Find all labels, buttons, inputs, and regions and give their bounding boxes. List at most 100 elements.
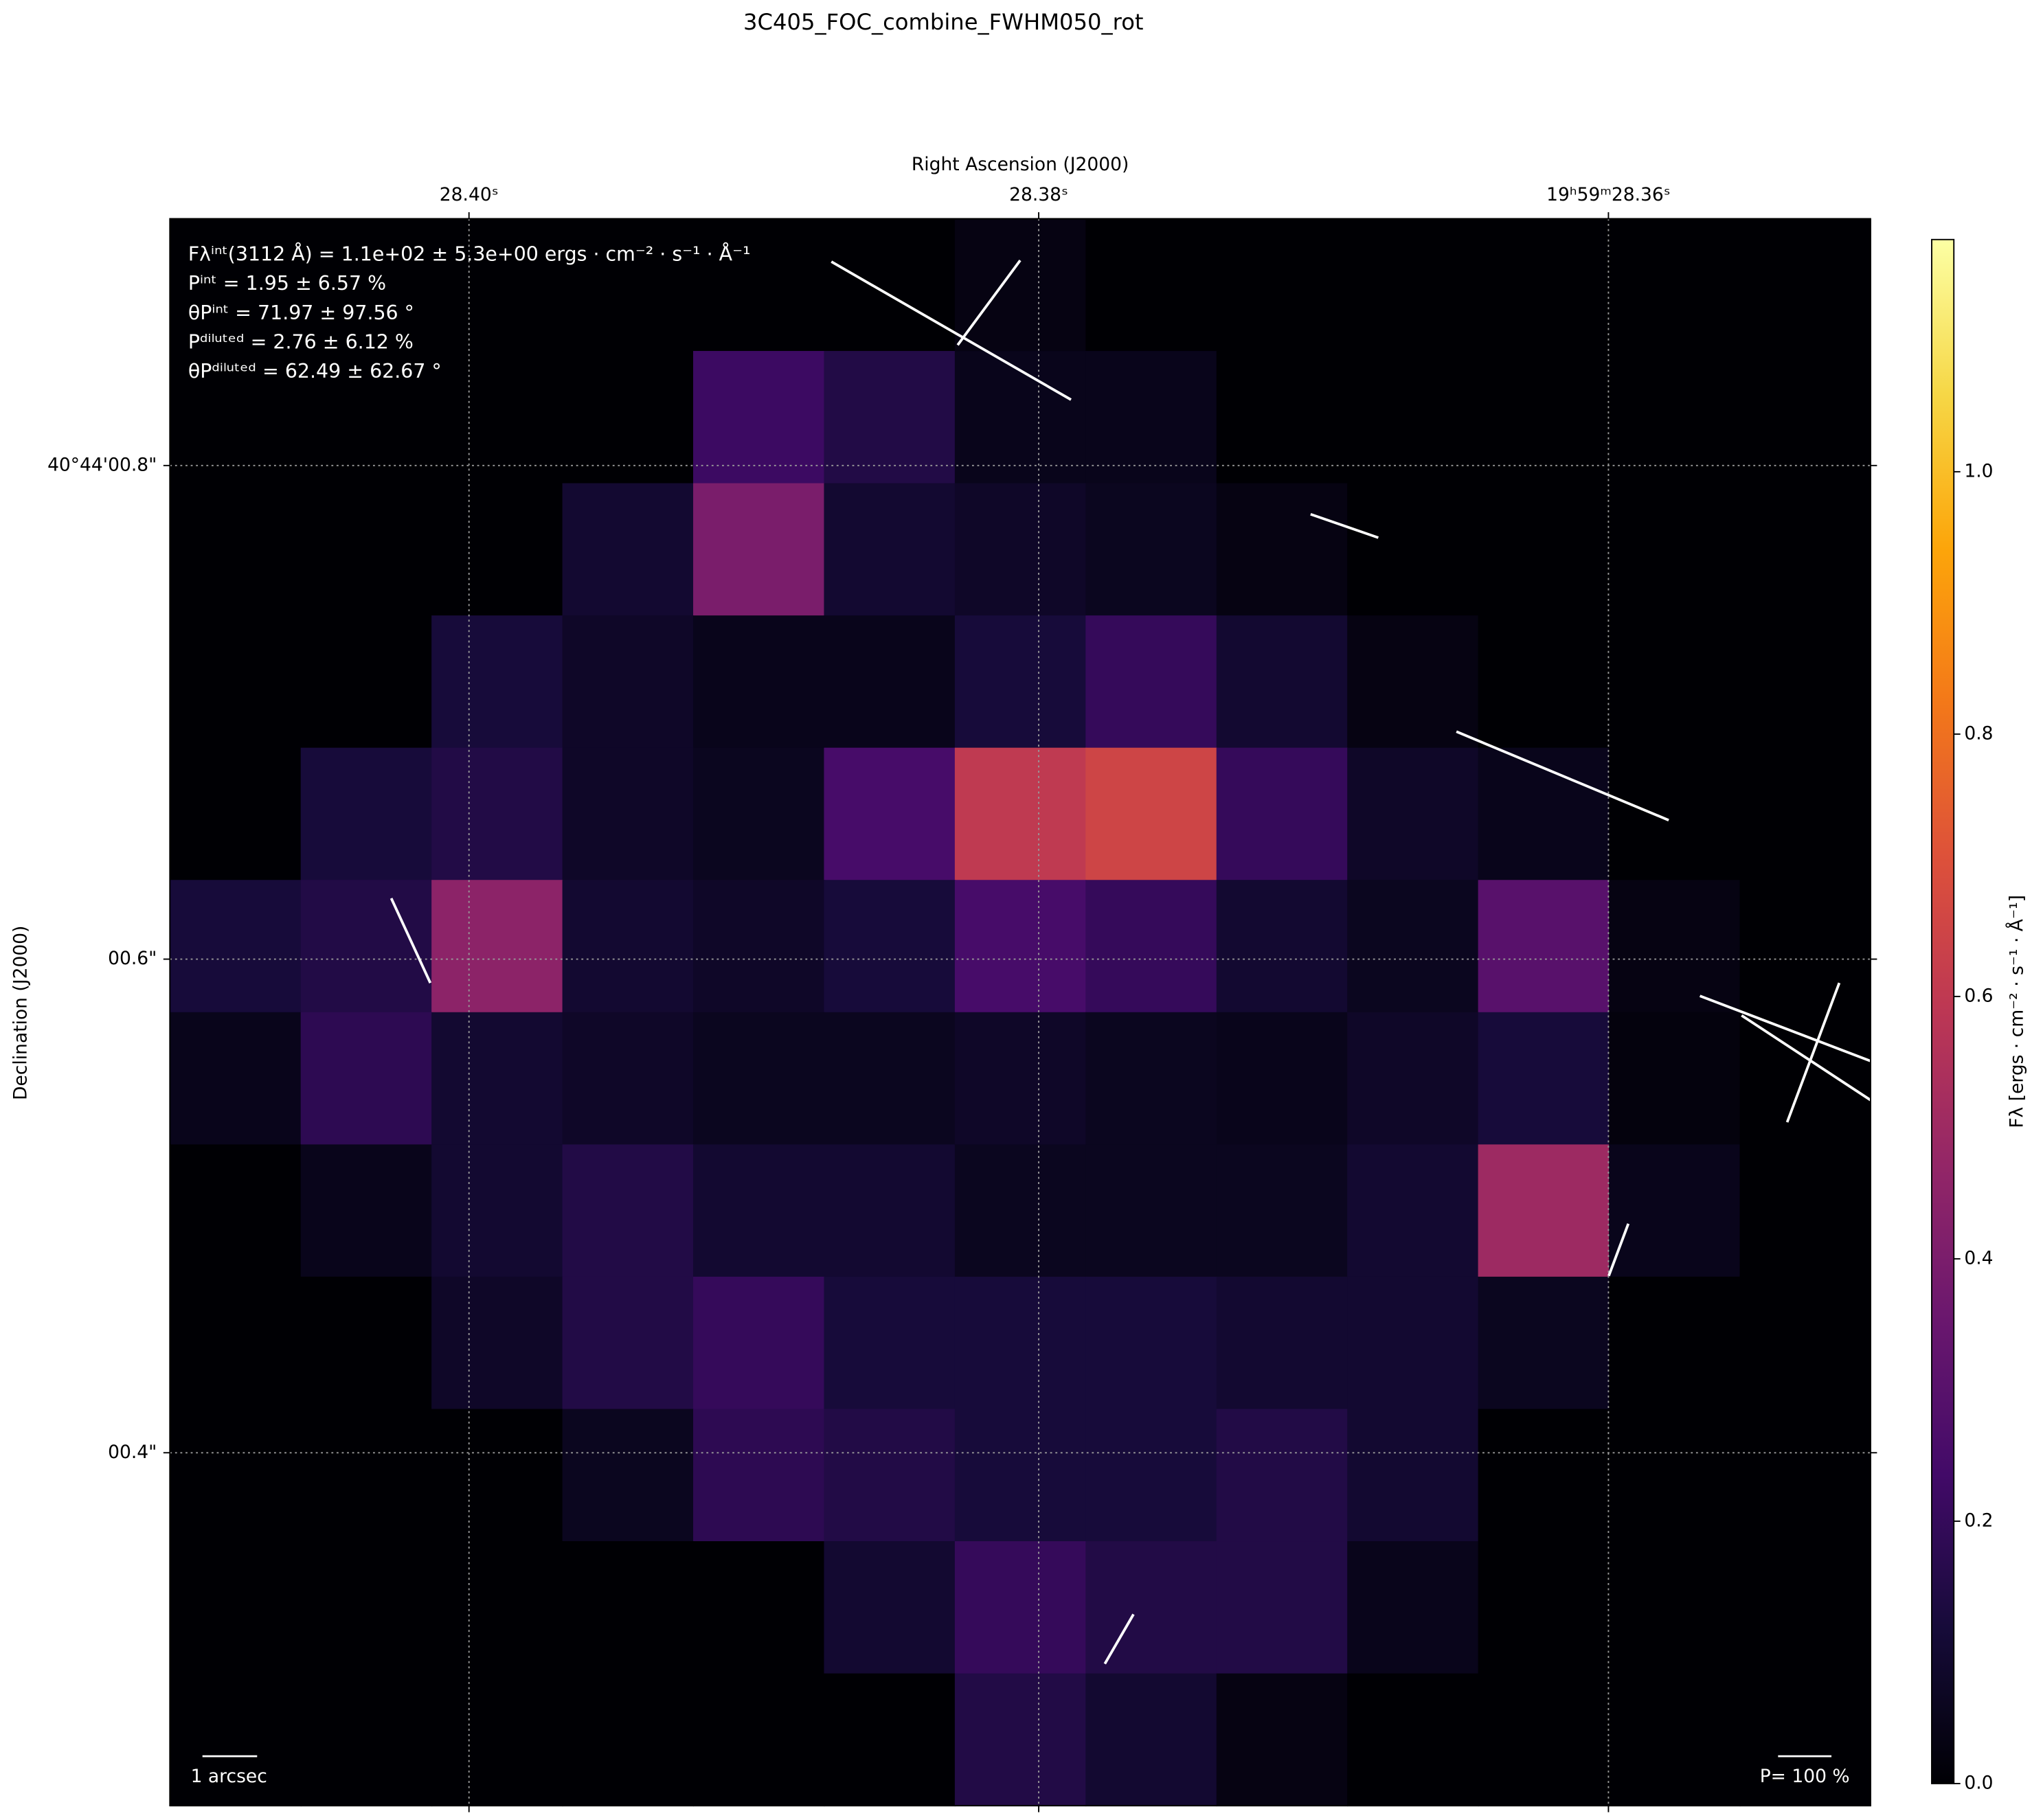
pixel bbox=[1216, 351, 1348, 484]
pixel bbox=[1216, 1012, 1348, 1146]
vector bbox=[1785, 982, 1841, 1123]
pixel bbox=[1609, 1673, 1741, 1807]
pixel bbox=[1739, 1541, 1871, 1674]
pixel bbox=[1739, 1673, 1871, 1807]
pixel bbox=[1609, 1541, 1741, 1674]
pixel bbox=[1478, 615, 1610, 749]
pixel bbox=[824, 1541, 956, 1674]
pixel bbox=[431, 1673, 563, 1807]
pixel bbox=[1085, 1673, 1217, 1807]
pixel bbox=[1739, 1276, 1871, 1410]
pixel bbox=[954, 1409, 1087, 1542]
pixel bbox=[300, 351, 433, 484]
pixel bbox=[824, 880, 956, 1013]
pixel bbox=[954, 483, 1087, 617]
pixel bbox=[562, 1673, 694, 1807]
pixel bbox=[693, 351, 825, 484]
pixel bbox=[170, 615, 302, 749]
pixel bbox=[300, 1012, 433, 1146]
annotation: Fλⁱⁿᵗ(3112 Å) = 1.1e+02 ± 5.3e+00 ergs ·… bbox=[188, 242, 751, 266]
pixel bbox=[1085, 1409, 1217, 1542]
pixel bbox=[431, 1144, 563, 1277]
vector bbox=[956, 259, 1022, 346]
pixel bbox=[1347, 1144, 1479, 1277]
pixel bbox=[824, 1276, 956, 1410]
plot-frame bbox=[169, 218, 1871, 1807]
pixel bbox=[1739, 747, 1871, 881]
pixel bbox=[1216, 1276, 1348, 1410]
pixel bbox=[954, 1012, 1087, 1146]
pixel bbox=[1347, 218, 1479, 352]
pixel bbox=[954, 1541, 1087, 1674]
vector bbox=[1607, 1223, 1630, 1277]
pixel bbox=[1347, 1276, 1479, 1410]
pixel bbox=[1216, 218, 1348, 352]
vector bbox=[831, 260, 1072, 401]
x-tick-label: 28.38ˢ bbox=[1009, 184, 1068, 205]
pixel bbox=[170, 351, 302, 484]
pixel bbox=[431, 1409, 563, 1542]
pixel bbox=[1347, 1541, 1479, 1674]
vector bbox=[1456, 730, 1669, 821]
pixel bbox=[431, 1541, 563, 1674]
pixel bbox=[170, 1012, 302, 1146]
pixel bbox=[1739, 351, 1871, 484]
pixel bbox=[1347, 1012, 1479, 1146]
pixel bbox=[1085, 880, 1217, 1013]
pixel bbox=[1478, 218, 1610, 352]
pixel bbox=[824, 1409, 956, 1542]
x-tick-label: 28.40ˢ bbox=[440, 184, 499, 205]
pixel bbox=[1609, 1409, 1741, 1542]
pixel bbox=[693, 880, 825, 1013]
pixel bbox=[954, 1144, 1087, 1277]
pixel bbox=[1478, 1409, 1610, 1542]
pixel bbox=[954, 880, 1087, 1013]
grid: 28.40ˢ 28.38ˢ 19ʰ59ᵐ28.36ˢ 40°44'00.8" 00.6"… bbox=[47, 184, 1877, 1812]
polarization-vectors bbox=[390, 259, 1871, 1665]
pixel bbox=[824, 1673, 956, 1807]
pixel bbox=[1085, 351, 1217, 484]
pixel bbox=[562, 1276, 694, 1410]
pixel bbox=[1739, 880, 1871, 1013]
pixel bbox=[300, 1144, 433, 1277]
pixel bbox=[693, 1276, 825, 1410]
colorbar-tick-label: 0.2 bbox=[1964, 1510, 1993, 1531]
pixel bbox=[693, 1144, 825, 1277]
pixel bbox=[170, 880, 302, 1013]
pixel bbox=[1216, 483, 1348, 617]
pixel bbox=[170, 1276, 302, 1410]
pixel bbox=[824, 615, 956, 749]
vector bbox=[390, 898, 432, 983]
pixel bbox=[693, 218, 825, 352]
pixel bbox=[1739, 1409, 1871, 1542]
pixel bbox=[1609, 1012, 1741, 1146]
colorbar-tick-label: 1.0 bbox=[1964, 460, 1993, 481]
pixel bbox=[1739, 483, 1871, 617]
colorbar-tick-label: 0.6 bbox=[1964, 985, 1993, 1006]
pixel bbox=[1609, 1276, 1741, 1410]
pixel bbox=[1085, 747, 1217, 881]
pixel bbox=[562, 1541, 694, 1674]
pixel bbox=[562, 351, 694, 484]
pixel bbox=[1478, 1144, 1610, 1277]
pixel bbox=[170, 747, 302, 881]
pixel bbox=[1609, 880, 1741, 1013]
pixel bbox=[1085, 1276, 1217, 1410]
pixel bbox=[824, 1144, 956, 1277]
pixel bbox=[1739, 218, 1871, 352]
pixel bbox=[1347, 1409, 1479, 1542]
pixel bbox=[1478, 483, 1610, 617]
pixel bbox=[300, 218, 433, 352]
pixel bbox=[170, 483, 302, 617]
vector bbox=[1310, 512, 1379, 539]
pixel bbox=[170, 1673, 302, 1807]
pixel bbox=[954, 1673, 1087, 1807]
pixel bbox=[1216, 1144, 1348, 1277]
pixel bbox=[1347, 1673, 1479, 1807]
pixel bbox=[1216, 1541, 1348, 1674]
pixel bbox=[1478, 351, 1610, 484]
y-axis-label: Declination (J2000) bbox=[10, 926, 32, 1100]
pixel bbox=[170, 1541, 302, 1674]
colorbar-tick-label: 0.0 bbox=[1964, 1772, 1993, 1793]
